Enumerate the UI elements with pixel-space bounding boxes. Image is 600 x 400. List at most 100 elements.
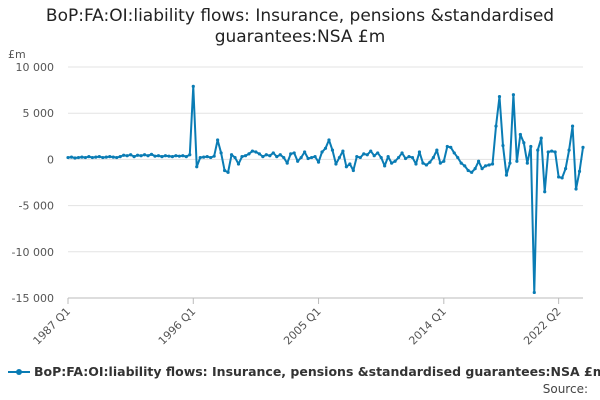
data-point[interactable]	[386, 155, 390, 159]
data-point[interactable]	[313, 155, 317, 159]
data-point[interactable]	[104, 155, 108, 159]
data-point[interactable]	[581, 145, 585, 149]
data-point[interactable]	[546, 150, 550, 154]
data-point[interactable]	[250, 149, 255, 153]
data-point[interactable]	[240, 155, 244, 159]
data-point[interactable]	[184, 155, 188, 159]
data-point[interactable]	[390, 161, 394, 165]
data-point[interactable]	[525, 161, 529, 165]
data-point[interactable]	[174, 154, 178, 158]
data-point[interactable]	[195, 165, 199, 169]
data-point[interactable]	[490, 162, 495, 166]
data-point[interactable]	[90, 155, 94, 160]
data-point[interactable]	[209, 155, 213, 160]
data-point[interactable]	[233, 155, 237, 160]
data-point[interactable]	[80, 155, 84, 159]
data-point[interactable]	[449, 145, 453, 149]
data-point[interactable]	[550, 149, 554, 153]
data-point[interactable]	[438, 161, 442, 165]
data-point[interactable]	[376, 151, 380, 155]
data-point[interactable]	[369, 149, 373, 153]
data-point[interactable]	[261, 155, 265, 159]
data-point[interactable]	[118, 155, 122, 159]
data-point[interactable]	[515, 159, 519, 163]
data-point[interactable]	[160, 155, 164, 159]
data-point[interactable]	[383, 164, 387, 168]
data-point[interactable]	[292, 151, 296, 155]
data-point[interactable]	[268, 154, 272, 158]
data-point[interactable]	[282, 155, 286, 160]
data-point[interactable]	[358, 155, 362, 160]
data-point[interactable]	[129, 153, 133, 157]
data-point[interactable]	[379, 155, 383, 160]
data-point[interactable]	[529, 144, 533, 149]
data-point[interactable]	[191, 84, 195, 89]
data-point[interactable]	[198, 155, 202, 160]
data-point[interactable]	[216, 138, 220, 142]
data-point[interactable]	[278, 153, 282, 157]
data-point[interactable]	[111, 155, 115, 159]
data-point[interactable]	[271, 151, 275, 155]
data-point[interactable]	[470, 170, 474, 174]
data-point[interactable]	[188, 153, 192, 157]
data-point[interactable]	[393, 159, 397, 163]
data-point[interactable]	[66, 155, 70, 160]
data-point[interactable]	[403, 156, 408, 161]
data-point[interactable]	[320, 150, 324, 154]
data-point[interactable]	[285, 161, 289, 165]
data-point[interactable]	[539, 136, 543, 140]
data-point[interactable]	[431, 155, 435, 160]
data-point[interactable]	[330, 148, 335, 152]
data-point[interactable]	[442, 159, 446, 163]
data-point[interactable]	[417, 150, 422, 154]
data-point[interactable]	[101, 155, 105, 160]
data-point[interactable]	[142, 153, 147, 157]
data-point[interactable]	[497, 94, 502, 99]
data-point[interactable]	[466, 168, 470, 173]
data-point[interactable]	[163, 154, 168, 158]
data-point[interactable]	[407, 155, 411, 159]
data-point[interactable]	[428, 160, 432, 164]
data-point[interactable]	[149, 152, 154, 156]
data-point[interactable]	[400, 151, 404, 155]
data-point[interactable]	[424, 163, 429, 167]
data-point[interactable]	[543, 190, 547, 194]
data-point[interactable]	[487, 163, 491, 167]
data-point[interactable]	[226, 170, 230, 174]
data-point[interactable]	[94, 155, 98, 159]
data-point[interactable]	[205, 155, 209, 159]
data-point[interactable]	[254, 150, 258, 154]
data-point[interactable]	[511, 93, 516, 97]
data-point[interactable]	[125, 154, 129, 158]
data-point[interactable]	[299, 155, 303, 160]
data-point[interactable]	[264, 153, 268, 157]
data-point[interactable]	[504, 173, 509, 177]
data-point[interactable]	[456, 155, 460, 160]
data-point[interactable]	[257, 152, 261, 156]
data-point[interactable]	[202, 155, 206, 159]
data-point[interactable]	[344, 165, 348, 169]
data-point[interactable]	[296, 159, 300, 163]
data-point[interactable]	[459, 161, 463, 165]
data-point[interactable]	[275, 155, 279, 159]
data-point[interactable]	[135, 153, 140, 157]
data-point[interactable]	[156, 154, 161, 158]
data-point[interactable]	[69, 155, 74, 159]
data-point[interactable]	[477, 159, 481, 163]
data-point[interactable]	[153, 154, 157, 158]
data-point[interactable]	[557, 175, 561, 179]
data-point[interactable]	[146, 154, 150, 158]
data-point[interactable]	[337, 155, 342, 160]
data-point[interactable]	[316, 160, 321, 164]
data-point[interactable]	[139, 154, 143, 158]
data-point[interactable]	[414, 162, 418, 166]
data-point[interactable]	[532, 290, 536, 295]
data-point[interactable]	[372, 154, 376, 158]
data-point[interactable]	[341, 149, 345, 153]
data-point[interactable]	[132, 155, 136, 159]
data-point[interactable]	[553, 150, 557, 154]
data-point[interactable]	[522, 141, 526, 145]
data-point[interactable]	[306, 156, 310, 161]
data-point[interactable]	[473, 167, 477, 171]
data-point[interactable]	[289, 152, 293, 156]
